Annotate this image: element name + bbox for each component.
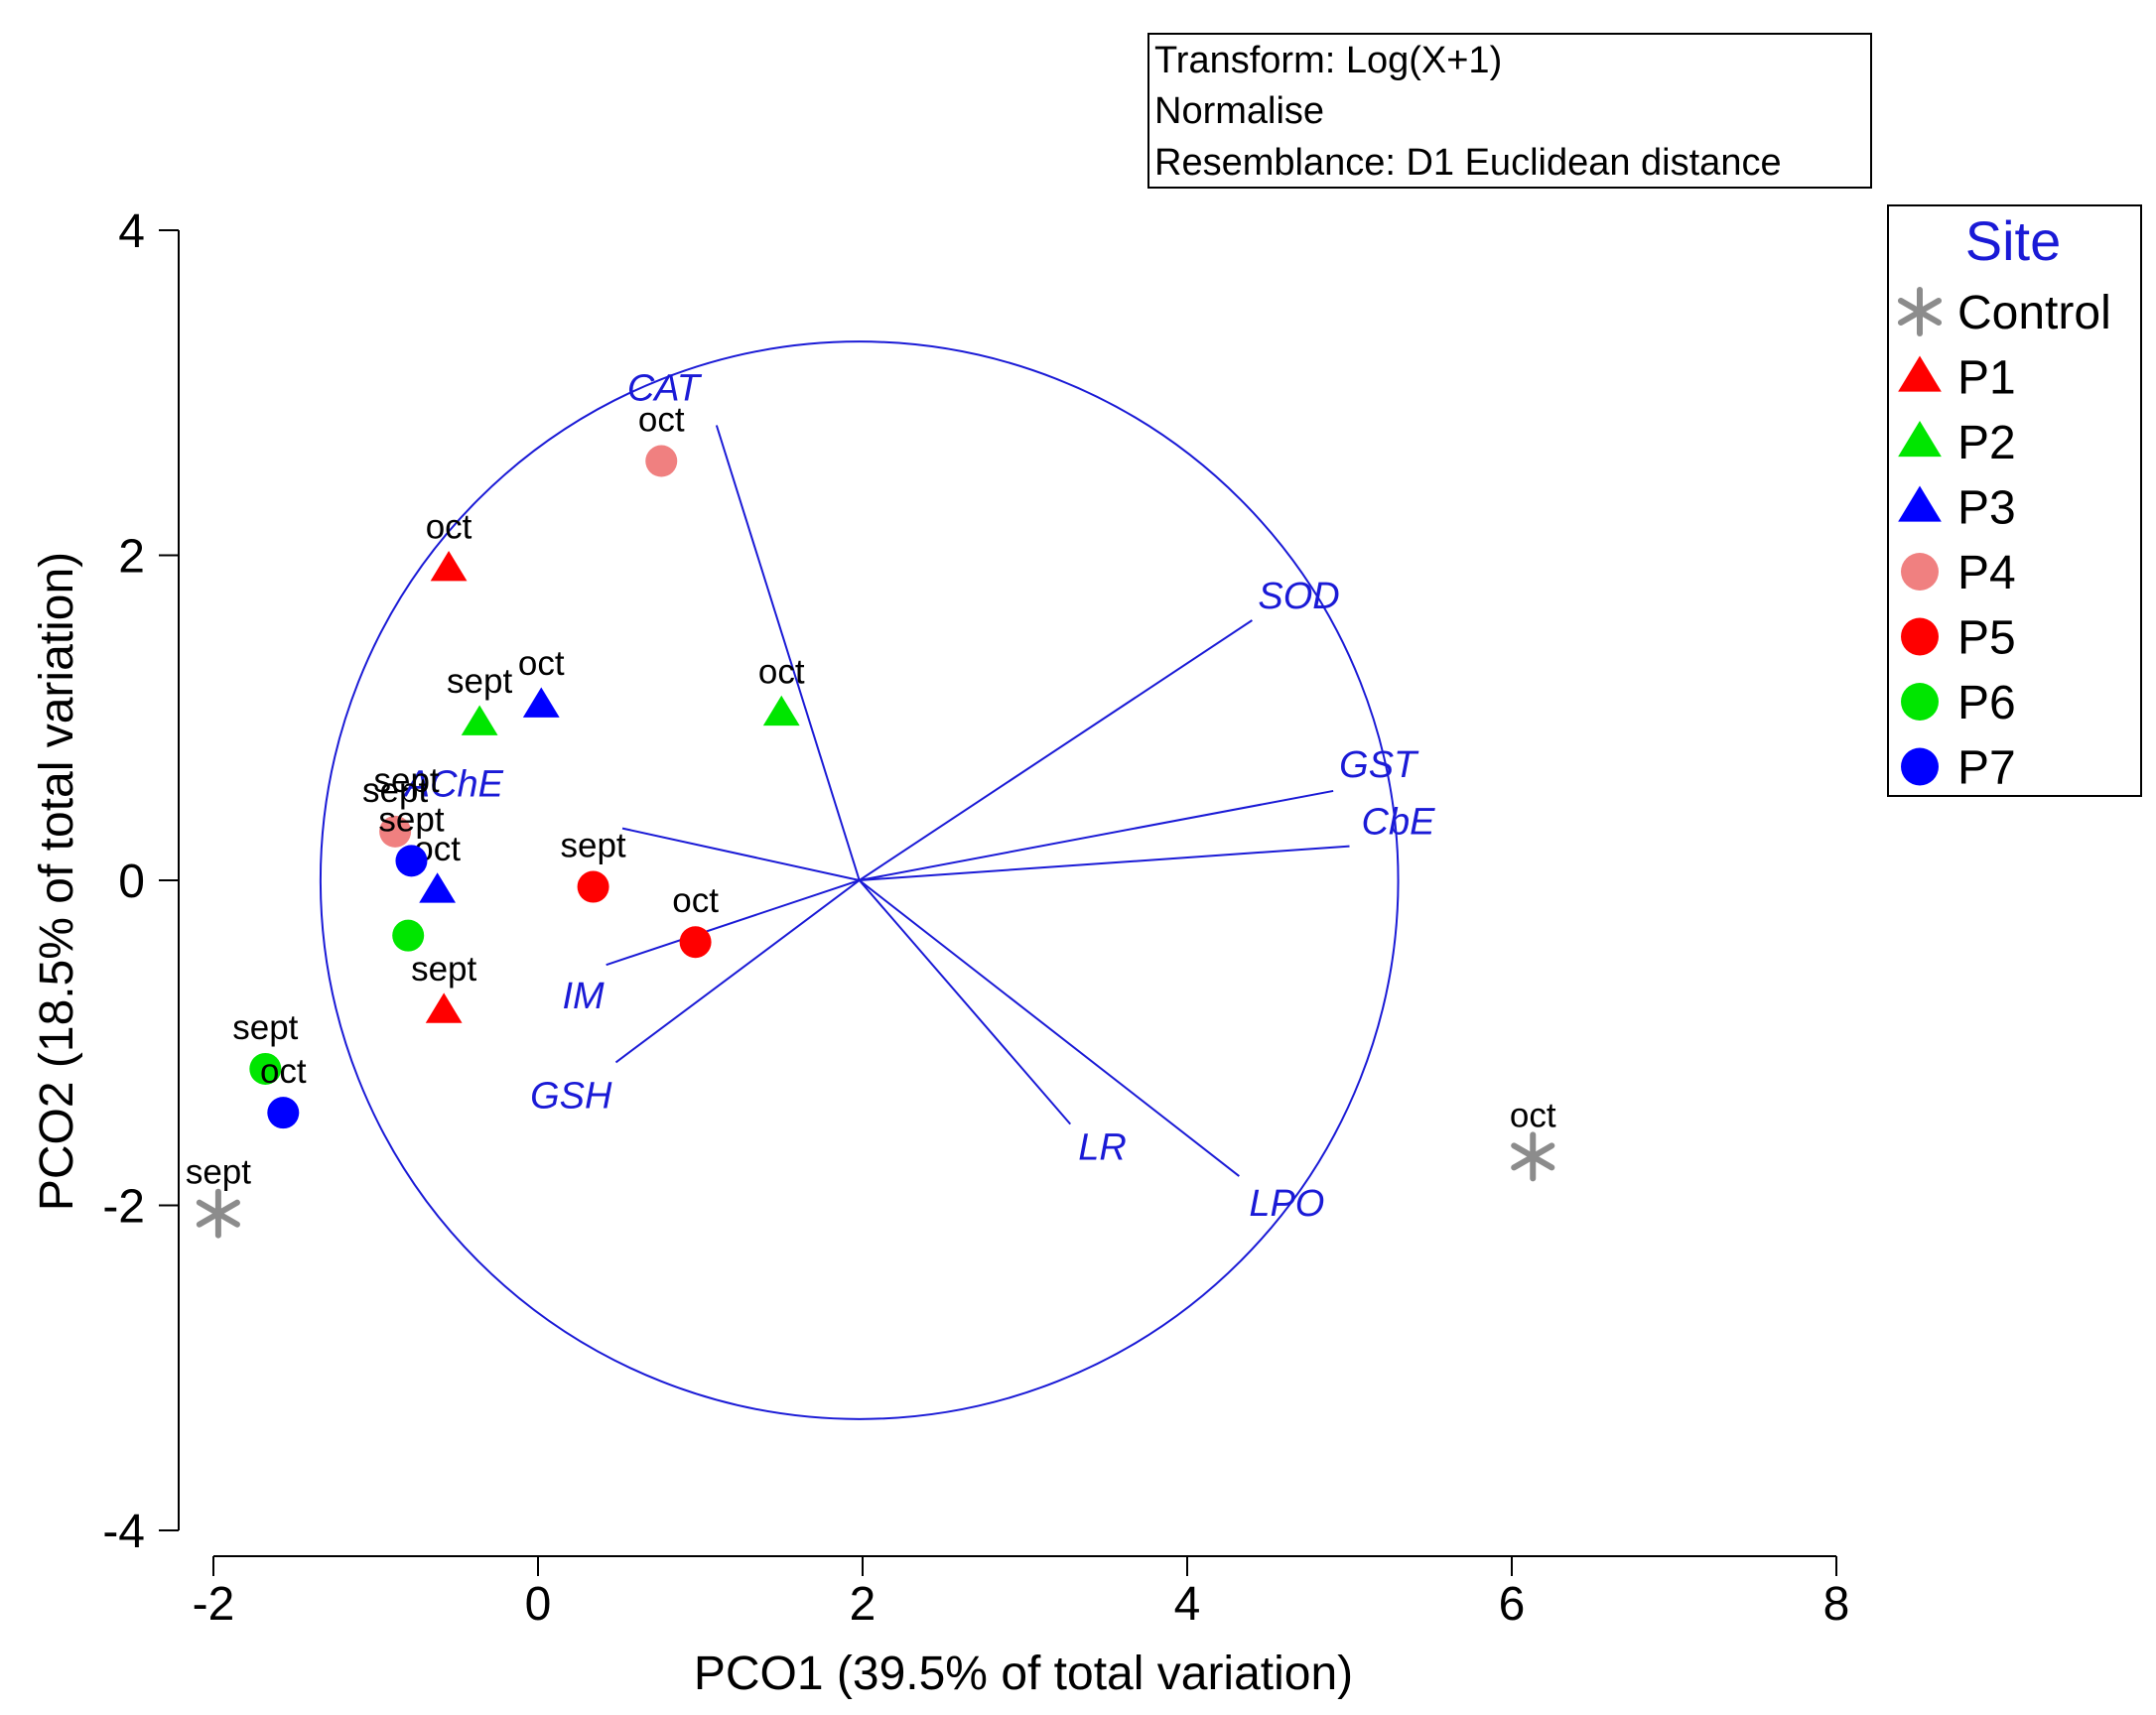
point-label: sept bbox=[378, 800, 444, 839]
legend-label-p6: P6 bbox=[1957, 677, 2016, 729]
vector-label-sod: SOD bbox=[1258, 576, 1339, 617]
legend-label-p7: P7 bbox=[1957, 742, 2016, 795]
legend-marker-p3 bbox=[1898, 485, 1942, 522]
point-label: sept bbox=[447, 662, 512, 701]
point-p2-oct bbox=[762, 695, 800, 726]
vector-cat bbox=[715, 425, 861, 881]
legend-marker-p1 bbox=[1898, 355, 1942, 392]
x-tick-label: 2 bbox=[850, 1578, 876, 1631]
x-tick-label: 0 bbox=[525, 1578, 552, 1631]
x-tick-label: 4 bbox=[1174, 1578, 1201, 1631]
legend-marker-p7 bbox=[1901, 747, 1939, 786]
asterisk-stroke bbox=[1897, 298, 1943, 326]
legend-marker-p2 bbox=[1898, 421, 1942, 458]
vector-ache bbox=[621, 827, 860, 881]
legend-label-p2: P2 bbox=[1957, 417, 2016, 469]
y-axis-title: PCO2 (18.5% of total variation) bbox=[31, 552, 83, 1211]
info-line-normalise: Normalise bbox=[1154, 90, 1324, 132]
point-p5-oct bbox=[679, 926, 712, 959]
point-label: sept bbox=[373, 761, 439, 800]
legend-label-p5: P5 bbox=[1957, 612, 2016, 665]
info-box-frame bbox=[1147, 33, 1872, 189]
legend-label-p4: P4 bbox=[1957, 547, 2016, 599]
point-label: oct bbox=[260, 1052, 307, 1091]
point-label: sept bbox=[232, 1008, 298, 1047]
x-axis-title: PCO1 (39.5% of total variation) bbox=[694, 1648, 1353, 1700]
point-label: oct bbox=[638, 401, 685, 440]
legend-marker-p4 bbox=[1901, 553, 1939, 591]
point-p5-sept bbox=[577, 870, 609, 903]
point-label: oct bbox=[1510, 1096, 1556, 1134]
point-p4-oct bbox=[645, 445, 678, 477]
info-line-resemblance: Resemblance: D1 Euclidean distance bbox=[1154, 142, 1782, 184]
vector-label-ache: AChE bbox=[403, 764, 504, 806]
point-label: oct bbox=[518, 644, 565, 683]
vector-label-im: IM bbox=[562, 976, 605, 1017]
y-tick-label: 2 bbox=[118, 531, 145, 584]
legend-title: Site bbox=[1965, 209, 2062, 272]
legend-label-p3: P3 bbox=[1957, 482, 2016, 535]
vector-im bbox=[606, 879, 861, 967]
x-tick-label: -2 bbox=[193, 1578, 235, 1631]
point-label: oct bbox=[426, 508, 472, 547]
axes: -4 -2 0 2 4 -2 0 2 4 6 8 bbox=[102, 205, 1849, 1631]
point-label: sept bbox=[186, 1153, 251, 1192]
point-control-sept bbox=[196, 1188, 240, 1239]
point-p2-sept bbox=[461, 705, 498, 735]
asterisk-stroke bbox=[1511, 1142, 1555, 1171]
vector-label-gst: GST bbox=[1339, 744, 1419, 786]
point-p7-sept bbox=[395, 845, 428, 877]
vector-label-cbe: CbE bbox=[1362, 802, 1436, 844]
legend-marker-control bbox=[1897, 287, 1943, 336]
point-p6-unlabeled bbox=[392, 919, 425, 952]
legend-marker-p5 bbox=[1901, 617, 1939, 656]
vector-gsh bbox=[614, 879, 861, 1064]
vector-label-lr: LR bbox=[1078, 1127, 1127, 1169]
y-tick-label: -2 bbox=[102, 1181, 145, 1234]
vector-label-lpo: LPO bbox=[1249, 1183, 1324, 1225]
point-p3-oct bbox=[522, 687, 560, 718]
point-p1-oct bbox=[430, 550, 468, 582]
asterisk-stroke bbox=[196, 1199, 240, 1228]
vector-gst bbox=[859, 789, 1334, 881]
x-tick-label: 6 bbox=[1499, 1578, 1526, 1631]
correlation-circle bbox=[319, 340, 1400, 1420]
x-tick-label: 8 bbox=[1823, 1578, 1850, 1631]
legend-label-p1: P1 bbox=[1957, 352, 2016, 405]
point-p1-sept bbox=[425, 992, 463, 1023]
point-label: sept bbox=[411, 950, 476, 989]
vector-label-cat: CAT bbox=[627, 368, 703, 410]
point-label: sept bbox=[561, 827, 626, 865]
point-control-oct bbox=[1511, 1131, 1555, 1182]
legend: Site Control P1 P2 P3 P4 P5 P6 P7 bbox=[1887, 204, 2142, 797]
vector-cbe bbox=[859, 845, 1350, 881]
info-box: Transform: Log(X+1) Normalise Resemblanc… bbox=[1147, 33, 1872, 189]
vector-lr bbox=[858, 879, 1072, 1125]
point-p7-oct bbox=[267, 1097, 300, 1129]
point-p3-oct bbox=[419, 872, 457, 903]
vector-lpo bbox=[859, 879, 1240, 1177]
point-label: oct bbox=[672, 881, 719, 920]
point-p6-sept bbox=[249, 1052, 282, 1085]
info-line-transform: Transform: Log(X+1) bbox=[1154, 40, 1502, 81]
y-tick-label: -4 bbox=[102, 1506, 145, 1558]
legend-label-control: Control bbox=[1957, 287, 2111, 339]
point-label: sept bbox=[362, 771, 428, 810]
vector-sod bbox=[859, 619, 1253, 881]
point-p4-sept bbox=[379, 815, 412, 848]
vector-overlay: CAT SOD GST CbE AChE IM GSH LR LPO bbox=[319, 340, 1436, 1420]
legend-marker-p6 bbox=[1901, 683, 1939, 721]
y-tick-label: 0 bbox=[118, 856, 145, 908]
vector-label-gsh: GSH bbox=[530, 1075, 612, 1117]
point-label: oct bbox=[758, 652, 805, 691]
y-tick-label: 4 bbox=[118, 205, 145, 258]
